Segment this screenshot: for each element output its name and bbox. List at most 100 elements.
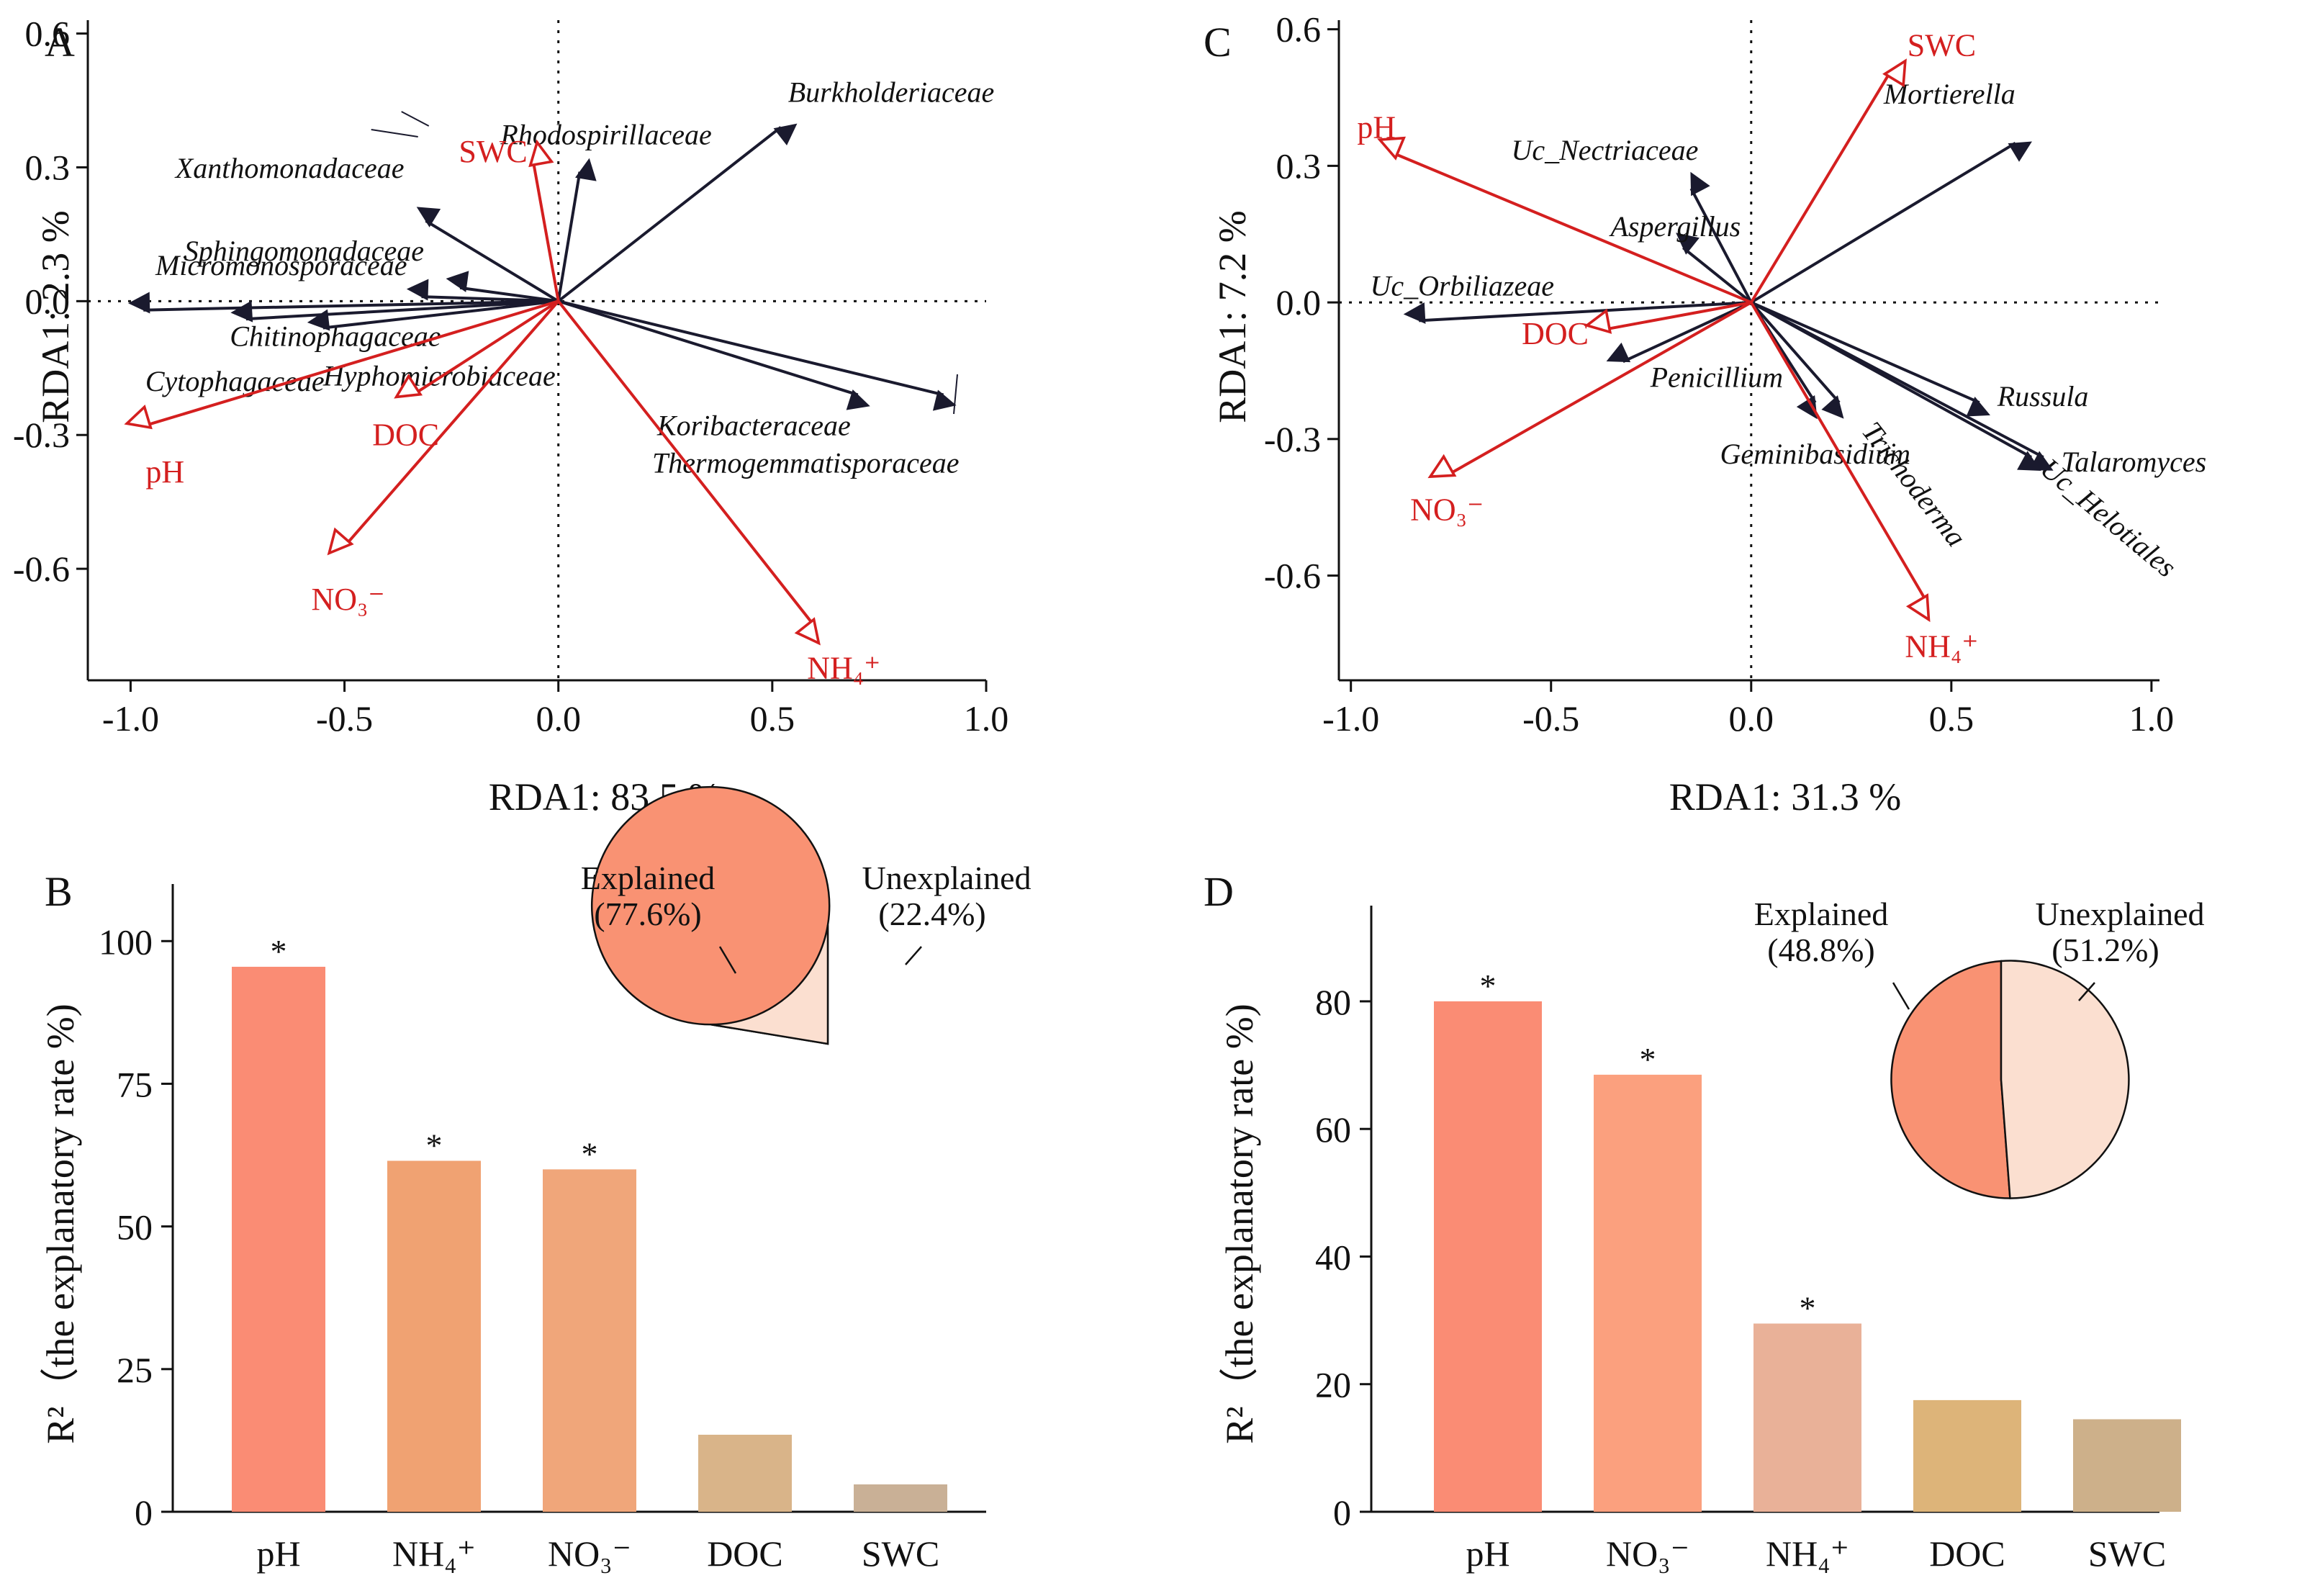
significance-star: * [271, 933, 287, 970]
x-category-label: DOC [707, 1533, 783, 1574]
species-label-sphingomonadaceae: Sphingomonadaceae [184, 235, 424, 267]
y-tick-label: 0.6 [1276, 9, 1322, 50]
bar-ph [1434, 1001, 1542, 1512]
panel-a-letter: A [45, 19, 75, 66]
y-tick-label: 25 [117, 1350, 153, 1390]
x-category-label: SWC [862, 1533, 939, 1574]
species-label-koribacteraceae: Koribacteraceae [656, 409, 851, 441]
pie-explained-leader [718, 946, 737, 974]
x-category-label: pH [256, 1533, 300, 1574]
species-label-burkholderiaceae: Burkholderiaceae [788, 76, 995, 109]
env-label-nh: NH₄⁺ [807, 651, 880, 686]
x-category-label: pH [1466, 1533, 1509, 1574]
species-label-thermogemmatisporaceae: Thermogemmatisporaceae [652, 446, 960, 479]
y-tick-label: 0.3 [1276, 145, 1322, 186]
panel-a-rda-bacteria: A RDA1: 83.5 % RDA1: 2.3 % -1.0 -0.5 0.0 0.… [13, 14, 1008, 819]
species-label-trichoderma: Trichoderma [1856, 415, 1973, 553]
env-label-swc: SWC [459, 134, 527, 169]
bar-nh [1753, 1323, 1861, 1512]
env-arrow-nh [1750, 302, 1931, 623]
pie-unexplained-value: (51.2%) [2052, 932, 2159, 968]
pie-explained-label: Explained [1754, 896, 1889, 932]
x-tick-label: 0.5 [1929, 698, 1974, 739]
env-label-doc: DOC [1522, 316, 1589, 351]
species-arrow-aspergillus [1676, 233, 1753, 304]
y-tick-label: 75 [117, 1064, 153, 1104]
pie-unexplained-value: (22.4%) [878, 896, 985, 932]
pie-unexplained-label: Unexplained [862, 860, 1031, 896]
species-leader-line [401, 111, 430, 127]
x-category-label: NH₄⁺ [1766, 1533, 1849, 1574]
x-category-label: NO₃⁻ [1606, 1533, 1689, 1574]
env-label-nh: NH₄⁺ [1905, 628, 1978, 664]
env-label-doc: DOC [372, 417, 439, 452]
x-tick-label: 0.5 [750, 698, 795, 739]
species-arrow-penicillium [1606, 301, 1752, 364]
species-arrow-xanthomonadaceae [416, 207, 559, 303]
panel-a-plot-area: -1.0 -0.5 0.0 0.5 1.0 -0.6 -0.3 0.0 0.3 0.6 Burkho… [13, 14, 1008, 739]
panel-c-plot-area: -1.0 -0.5 0.0 0.5 1.0 -0.6 -0.3 0.0 0.3 0.6 Mortie… [1264, 9, 2206, 739]
x-category-label: NO₃⁻ [548, 1533, 631, 1574]
species-leader-line [953, 374, 958, 415]
panel-c-rda-fungi: C RDA1: 31.3 % RDA1: 7.2 % -1.0 -0.5 0.0 0.… [1204, 9, 2206, 819]
bar-no [1594, 1074, 1702, 1512]
env-arrow-no [1427, 301, 1752, 479]
pie-explained-leader [1892, 982, 1910, 1010]
pie-slice-unexplained [2000, 960, 2130, 1199]
y-tick-label: -0.3 [13, 415, 70, 455]
species-arrow-rhodospirillaceae [556, 158, 597, 302]
x-tick-label: -1.0 [102, 698, 159, 739]
x-category-label: DOC [1929, 1533, 2005, 1574]
species-label-cytophagaceae: Cytophagaceae [145, 365, 325, 397]
species-arrow-trichoderma [1750, 301, 1844, 419]
bar-no [543, 1169, 636, 1512]
species-label-micromonosporaceae: Micromonosporaceae [155, 249, 407, 281]
bar-swc [854, 1484, 947, 1512]
pie-unexplained-label: Unexplained [2035, 896, 2204, 932]
species-label-mortierella: Mortierella [1883, 78, 2016, 110]
panel-d-bar-fungi: D R²（the explanatory rate %) 0 20 40 60 80 pH… [1204, 868, 2205, 1574]
x-tick-label: -0.5 [1522, 698, 1579, 739]
panel-b-letter: B [45, 868, 73, 915]
panel-d-ylabel: R²（the explanatory rate %) [1218, 1004, 1261, 1443]
y-tick-label: -0.6 [1264, 556, 1321, 596]
species-leader-line [371, 129, 418, 137]
significance-star: * [582, 1135, 598, 1172]
bar-ph [232, 966, 325, 1512]
panel-a-ylabel: RDA1: 2.3 % [34, 210, 77, 423]
x-tick-label: 1.0 [2129, 698, 2175, 739]
species-arrow-cytophagaceae [230, 299, 559, 323]
species-label-russula: Russula [1997, 380, 2089, 412]
pie-slice-unexplained [710, 924, 829, 1045]
species-arrow-sphingomonadaceae [446, 271, 559, 303]
env-label-ph: pH [145, 454, 184, 490]
y-tick-label: 0.0 [25, 281, 71, 321]
env-arrow-ph [124, 299, 559, 430]
panel-c-letter: C [1204, 19, 1232, 66]
bar-doc [1913, 1399, 2021, 1512]
bar-doc [698, 1434, 792, 1512]
significance-star: * [1640, 1041, 1656, 1078]
env-label-no: NO₃⁻ [312, 582, 385, 617]
species-label-penicillium: Penicillium [1650, 361, 1783, 393]
y-tick-label: 40 [1315, 1237, 1351, 1277]
bar-swc [2073, 1419, 2181, 1512]
species-arrow-talaromyces [1750, 301, 2054, 471]
x-tick-label: 0.0 [1729, 698, 1774, 739]
species-label-uc-orbiliazeae: Uc_Orbiliazeae [1370, 269, 1554, 302]
x-tick-label: -0.5 [316, 698, 373, 739]
species-arrow-chitinophagaceae [128, 292, 559, 314]
y-tick-label: 100 [99, 921, 153, 962]
pie-slice-explained [591, 785, 831, 1045]
x-tick-label: 1.0 [964, 698, 1009, 739]
species-arrow-thermogemmatisporaceae [558, 299, 957, 411]
species-arrow-russula [1750, 301, 1990, 417]
significance-star: * [1480, 968, 1497, 1004]
y-tick-label: 0 [135, 1492, 153, 1533]
pie-slice-explained [1890, 960, 2011, 1199]
pie-explained-label: Explained [581, 860, 716, 896]
species-arrow-uc-nectriaceae [1689, 171, 1753, 304]
species-label-geminibasidium: Geminibasidium [1720, 438, 1910, 470]
y-tick-label: 50 [117, 1207, 153, 1248]
